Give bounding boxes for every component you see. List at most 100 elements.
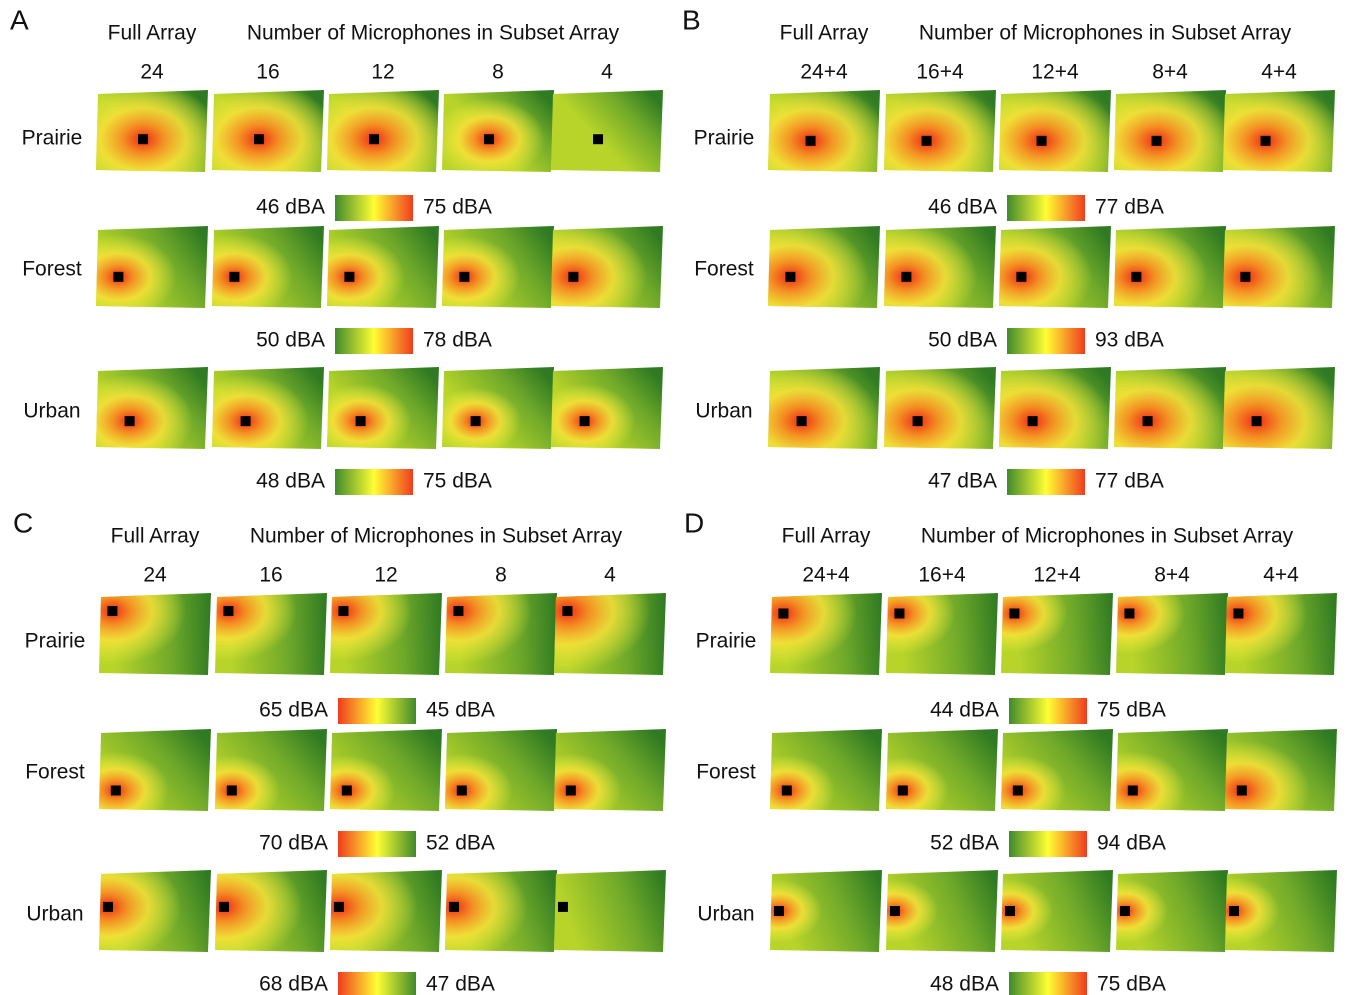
source-marker — [226, 785, 237, 796]
panel: C Full Array Number of Microphones in Subs… — [13, 507, 666, 995]
source-marker — [785, 271, 796, 282]
heatmap-hotspot — [330, 593, 442, 675]
source-marker — [344, 271, 355, 282]
colorbar — [1007, 469, 1085, 495]
source-marker — [1251, 416, 1262, 427]
colorbar-left-label: 70 dBA — [259, 832, 328, 855]
column-label: 12+4 — [1033, 564, 1081, 587]
row-label: Forest — [694, 258, 754, 281]
heatmap-hotspot — [886, 870, 998, 952]
heatmap-hotspot — [999, 226, 1111, 308]
heatmap-hotspot — [770, 593, 882, 675]
colorbar — [338, 972, 416, 995]
row-label: Forest — [22, 258, 82, 281]
heatmap-hotspot — [215, 593, 327, 675]
source-marker — [459, 271, 470, 282]
header-subset: Number of Microphones in Subset Array — [247, 22, 620, 45]
colorbar-left-label: 44 dBA — [930, 699, 999, 722]
colorbar-left-label: 50 dBA — [928, 329, 997, 352]
source-marker — [223, 606, 234, 617]
heatmap-hotspot — [96, 90, 208, 172]
colorbar — [338, 698, 416, 724]
colorbar-left-label: 46 dBA — [928, 196, 997, 219]
column-label: 8 — [492, 61, 504, 84]
colorbar-right-label: 47 dBA — [426, 973, 495, 995]
column-label: 24+4 — [800, 61, 848, 84]
heatmap-hotspot — [1116, 729, 1228, 811]
colorbar — [338, 831, 416, 857]
source-marker — [113, 271, 124, 282]
colorbar-left-label: 48 dBA — [930, 973, 999, 995]
source-marker — [110, 785, 121, 796]
source-marker — [107, 606, 118, 617]
source-marker — [565, 785, 576, 796]
row-label: Prairie — [694, 127, 755, 150]
source-marker — [453, 606, 464, 617]
heatmap-hotspot — [770, 870, 882, 952]
source-marker — [778, 608, 789, 619]
colorbar — [335, 195, 413, 221]
source-marker — [912, 416, 923, 427]
source-marker — [1016, 271, 1027, 282]
heatmap-hotspot — [330, 729, 442, 811]
source-marker — [1124, 608, 1135, 619]
panel-letter: B — [682, 4, 701, 35]
column-label: 16 — [259, 564, 282, 587]
colorbar-left-label: 47 dBA — [928, 470, 997, 493]
colorbar-right-label: 75 dBA — [423, 196, 492, 219]
heatmap-hotspot — [554, 593, 666, 675]
source-marker — [338, 606, 349, 617]
source-marker — [341, 785, 352, 796]
source-marker — [102, 901, 113, 912]
source-marker — [1240, 271, 1251, 282]
heatmap-hotspot — [215, 870, 327, 952]
source-marker — [484, 134, 495, 145]
colorbar-left-label: 48 dBA — [256, 470, 325, 493]
heatmap-hotspot — [442, 367, 554, 449]
source-marker — [773, 906, 784, 916]
source-marker — [218, 901, 229, 912]
header-full: Full Array — [108, 22, 197, 45]
heatmap-hotspot — [1001, 729, 1113, 811]
source-marker — [254, 134, 265, 145]
colorbar-right-label: 75 dBA — [1097, 699, 1166, 722]
source-marker — [1036, 135, 1047, 146]
source-marker — [921, 135, 932, 146]
heatmap-hotspot — [99, 729, 211, 811]
source-marker — [901, 271, 912, 282]
heatmap-hotspot — [1225, 729, 1337, 811]
colorbar-left-label: 65 dBA — [259, 699, 328, 722]
source-marker — [1012, 785, 1023, 796]
panel-letter: A — [10, 4, 29, 35]
heatmap-hotspot — [1001, 593, 1113, 675]
colorbar-left-label: 46 dBA — [256, 196, 325, 219]
heatmap-hotspot — [770, 729, 882, 811]
source-marker — [229, 271, 240, 282]
column-label: 16 — [256, 61, 279, 84]
panel: A Full Array Number of Microphones in Subs… — [10, 4, 663, 495]
heatmap-hotspot — [1225, 870, 1337, 952]
source-marker — [124, 416, 135, 427]
heatmap-hotspot — [551, 367, 663, 449]
heatmap-hotspot — [96, 367, 208, 449]
heatmap-hotspot — [215, 729, 327, 811]
source-marker — [1127, 785, 1138, 796]
column-label: 4+4 — [1261, 61, 1297, 84]
row-label: Urban — [697, 903, 754, 926]
colorbar — [1007, 328, 1085, 354]
header-subset: Number of Microphones in Subset Array — [250, 525, 623, 548]
heatmap-hotspot — [212, 226, 324, 308]
source-marker — [562, 606, 573, 617]
column-label: 12 — [374, 564, 397, 587]
column-label: 4 — [604, 564, 616, 587]
column-label: 16+4 — [916, 61, 964, 84]
colorbar-right-label: 75 dBA — [1097, 973, 1166, 995]
column-label: 8 — [495, 564, 507, 587]
column-label: 24+4 — [802, 564, 850, 587]
source-marker — [894, 608, 905, 619]
colorbar-right-label: 93 dBA — [1095, 329, 1164, 352]
row-label: Forest — [696, 761, 756, 784]
heatmap-hotspot — [1116, 593, 1228, 675]
column-label: 8+4 — [1152, 61, 1188, 84]
